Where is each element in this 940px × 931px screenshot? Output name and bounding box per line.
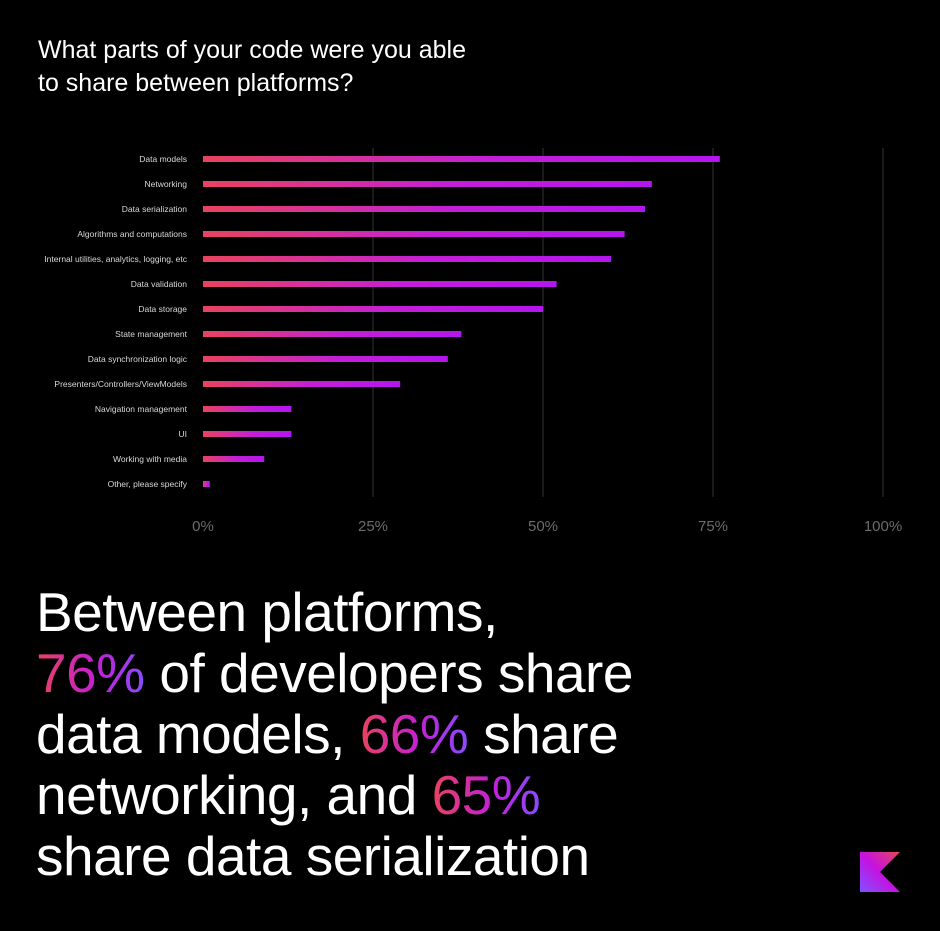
category-label: Algorithms and computations [77,229,187,239]
category-label: Presenters/Controllers/ViewModels [54,379,187,389]
bar [203,356,448,362]
headline-line-5: share data serialization [36,826,836,887]
category-label: Data storage [138,304,187,314]
bar [203,281,557,287]
bar [203,231,625,237]
headline-text: of developers share [144,642,633,704]
bar [203,331,462,337]
bar [203,431,292,437]
category-label: Working with media [113,454,187,464]
headline-line-2: 76% of developers share [36,643,836,704]
headline-text: data models, [36,703,360,765]
category-label: Data models [139,154,187,164]
grid-lines [372,148,884,497]
category-label: Navigation management [95,404,188,414]
headline-percent-serialization: 65% [431,764,541,826]
bar [203,306,543,312]
bar [203,256,611,262]
bar-chart: Data models Networking Data serialization A… [44,148,902,535]
headline-percent-networking: 66% [359,703,469,765]
category-label: Networking [144,179,187,189]
bar [203,206,645,212]
headline-text: share [468,703,619,765]
category-label: Data synchronization logic [88,354,188,364]
bar [203,406,292,412]
category-label: UI [179,429,188,439]
headline-text: networking, and [36,764,432,826]
bar [203,181,652,187]
bar [203,456,265,462]
x-tick-label: 25% [358,518,388,535]
bars [203,156,720,487]
category-label: State management [115,329,187,339]
question-line-1: What parts of your code were you able [38,36,467,64]
headline-line-3: data models, 66% share [36,704,836,765]
headline-line-4: networking, and 65% [36,765,836,826]
x-tick-label: 50% [528,518,558,535]
category-label: Data validation [131,279,188,289]
headline: Between platforms, 76% of developers sha… [36,582,836,887]
x-tick-label: 0% [192,518,214,535]
bar [203,381,401,387]
chart-question: What parts of your code were you able to… [38,34,598,100]
headline-text: share data serialization [36,825,590,887]
kotlin-logo-icon [860,852,900,892]
category-labels: Data models Networking Data serialization A… [44,154,187,489]
question-line-2: to share between platforms? [38,69,354,97]
headline-line-1: Between platforms, [36,582,836,643]
category-label: Data serialization [122,204,187,214]
category-label: Internal utilities, analytics, logging, … [44,254,187,264]
x-tick-label: 100% [864,518,902,535]
headline-percent-data-models: 76% [36,642,145,704]
x-tick-label: 75% [698,518,728,535]
category-label: Other, please specify [108,479,188,489]
bar [203,481,210,487]
x-axis-ticks: 0% 25% 50% 75% 100% [192,518,902,535]
bar [203,156,720,162]
headline-text: Between platforms, [36,581,498,643]
